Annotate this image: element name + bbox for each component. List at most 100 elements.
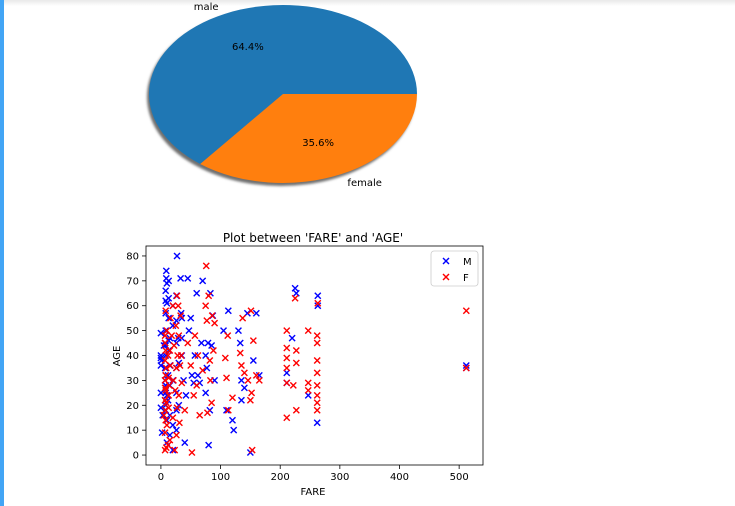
scatter-point-F [160, 411, 168, 419]
scatter-point-F [199, 366, 207, 374]
scatter-point-M [182, 391, 190, 399]
scatter-point-F [223, 374, 231, 382]
x-tick-label: 400 [390, 472, 409, 483]
scatter-point-F [462, 307, 470, 315]
scatter-point-F [313, 399, 321, 407]
scatter-point-F [283, 379, 291, 387]
scatter-point-M [204, 339, 212, 347]
scatter-point-F [202, 262, 210, 270]
scatter-point-M [223, 406, 231, 414]
pie-percent-male: 64.4% [232, 42, 264, 53]
scatter-point-F [249, 337, 257, 345]
scatter-point-F [174, 302, 182, 310]
scatter-point-M [208, 342, 216, 350]
scatter-point-M [181, 439, 189, 447]
scatter-point-F [161, 406, 169, 414]
scatter-point-F [313, 339, 321, 347]
x-axis-label: FARE [301, 487, 326, 498]
scatter-point-F [236, 349, 244, 357]
scatter-point-M [252, 309, 260, 317]
scatter-point-F [166, 314, 174, 322]
scatter-point-F [211, 319, 219, 327]
scatter-point-F [313, 381, 321, 389]
legend-marker-F [442, 273, 450, 281]
x-tick-label: 300 [330, 472, 349, 483]
scatter-point-M [161, 364, 169, 372]
scatter-point-M [292, 289, 300, 297]
y-tick-label: 70 [126, 276, 139, 287]
scatter-point-M [193, 289, 201, 297]
scatter-point-F [162, 416, 170, 424]
scatter-point-F [173, 404, 181, 412]
scatter-point-M [462, 361, 470, 369]
scatter-point-F [161, 339, 169, 347]
scatter-point-F [292, 359, 300, 367]
y-axis-label: AGE [112, 346, 123, 367]
x-tick-label: 500 [450, 472, 469, 483]
scatter-point-M [197, 339, 205, 347]
scatter-point-F [191, 332, 199, 340]
scatter-point-M [169, 322, 177, 330]
scatter-point-F [244, 376, 252, 384]
window-top-edge [0, 0, 735, 6]
scatter-point-F [283, 364, 291, 372]
scatter-point-M [177, 274, 185, 282]
scatter-point-F [169, 414, 177, 422]
scatter-point-F [255, 376, 263, 384]
scatter-point-M [237, 376, 245, 384]
scatter-point-F [205, 292, 213, 300]
scatter-point-F [292, 406, 300, 414]
x-tick-label: 200 [271, 472, 290, 483]
scatter-point-M [314, 292, 322, 300]
scatter-point-M [163, 299, 171, 307]
pie-slice-female [200, 94, 417, 183]
scatter-point-F [172, 431, 180, 439]
legend-marker-M [442, 257, 450, 265]
scatter-point-M [191, 352, 199, 359]
scatter-point-M [199, 277, 207, 285]
scatter-point-M [188, 371, 196, 379]
scatter-point-F [247, 307, 255, 315]
scatter-point-F [304, 327, 312, 335]
scatter-point-F [313, 369, 321, 377]
y-tick-label: 20 [126, 401, 139, 412]
x-tick-label: 0 [158, 472, 164, 483]
scatter-point-F [292, 347, 300, 355]
scatter-point-F [313, 406, 321, 414]
scatter-point-F [208, 399, 216, 407]
scatter-point-F [313, 391, 321, 399]
scatter-point-F [283, 344, 291, 352]
scatter-point-F [314, 299, 322, 307]
scatter-point-M [230, 426, 238, 434]
scatter-title: Plot between 'FARE' and 'AGE' [223, 231, 403, 245]
scatter-point-M [169, 421, 177, 429]
scatter-point-F [162, 307, 170, 315]
scatter-point-F [176, 361, 184, 369]
scatter-point-F [313, 356, 321, 364]
scatter-point-F [304, 379, 312, 387]
scatter-point-F [164, 352, 172, 359]
y-tick-label: 30 [126, 376, 139, 387]
scatter-point-F [177, 312, 185, 320]
scatter-point-M [157, 329, 165, 337]
scatter-point-M [165, 277, 173, 285]
legend: MF [430, 250, 479, 287]
scatter-point-F [184, 339, 192, 347]
scatter-point-F [188, 449, 196, 457]
scatter-point-F [164, 441, 172, 449]
scatter-point-F [206, 376, 214, 384]
scatter-point-M [224, 307, 232, 315]
scatter-point-F [169, 376, 177, 384]
scatter-point-M [163, 391, 171, 399]
scatter-point-F [175, 332, 183, 340]
scatter-point-F [165, 374, 173, 382]
scatter-point-F [194, 352, 202, 359]
y-tick-label: 0 [133, 451, 139, 462]
scatter-point-M [187, 314, 195, 322]
scatter-point-F [221, 354, 229, 362]
y-tick-label: 60 [126, 301, 139, 312]
y-tick-label: 50 [126, 326, 139, 337]
scatter-point-F [313, 332, 321, 340]
pie-label-male: male [194, 2, 219, 13]
scatter-point-M [240, 384, 248, 392]
